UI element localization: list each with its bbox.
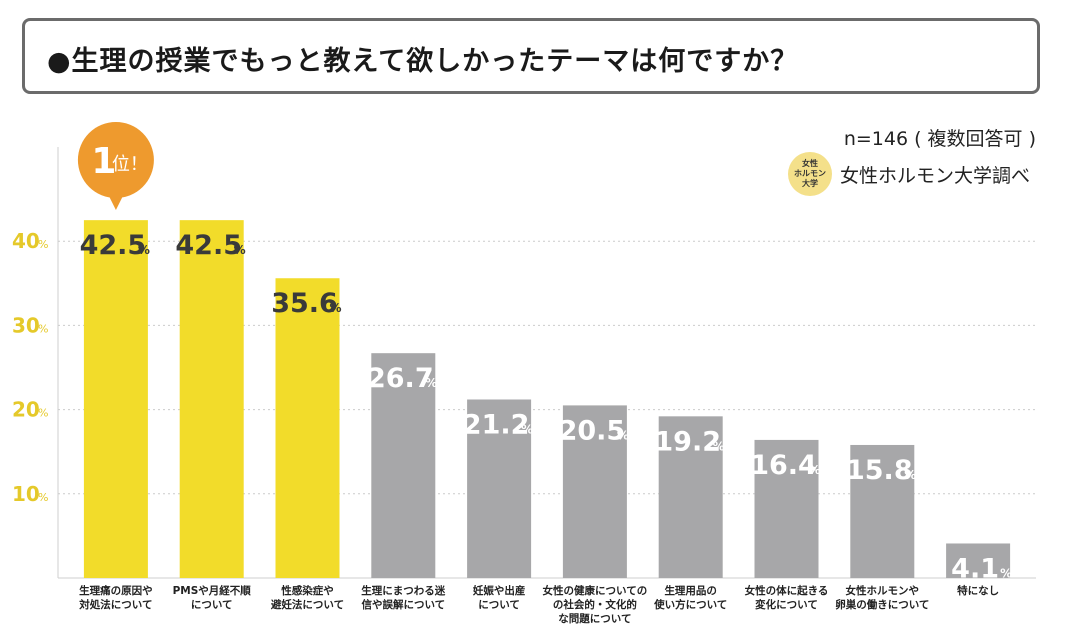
value-unit: % [713,439,725,453]
university-seal-logo: 女性 ホルモン 大学 [787,152,832,196]
value-label: 16.4 [750,450,817,481]
value-unit: % [808,463,820,477]
category-label: 卵巣の働きについて [835,598,929,611]
bar [179,220,244,578]
category-label: 女性の健康についての [543,584,648,597]
rank-badge-suffix: 位！ [112,154,148,175]
value-unit: % [234,243,246,257]
value-unit: % [425,376,437,390]
category-label: 生理にまつわる迷 [361,584,445,597]
category-label: 生理用品の [664,584,717,597]
rank-badge-pointer [107,194,124,210]
category-label: 女性ホルモンや [846,584,920,597]
bar [754,439,819,578]
y-tick-unit: % [38,238,48,251]
category-label: 女性の体に起きる [745,584,829,597]
rank-badge-number: 1 [91,141,116,182]
chart-title: ●生理の授業でもっと教えて欲しかったテーマは何ですか？ [47,46,799,77]
category-label: 特になし [957,584,999,597]
value-label: 35.6 [271,288,338,319]
value-unit: % [904,468,916,482]
value-unit: % [1000,566,1012,580]
value-label: 4.1 [951,553,999,584]
category-label: な問題について [558,613,631,625]
value-label: 42.5 [175,230,242,261]
y-tick-unit: % [38,491,48,504]
category-label: について [191,599,233,611]
category-label: 生理痛の原因や [79,584,153,597]
value-unit: % [329,301,341,315]
credit-text: 女性ホルモン大学調べ [839,164,1030,187]
value-unit: % [617,428,629,442]
y-tick-label: 30 [12,313,40,337]
bar [371,353,436,578]
value-label: 21.2 [463,409,530,440]
rank-badge [77,122,154,198]
bar [467,399,532,578]
category-label: について [478,599,520,611]
sample-size-note: n=146 ( 複数回答可 ) [843,128,1036,150]
y-tick-unit: % [38,322,48,335]
y-tick-label: 20 [12,398,40,422]
y-tick-label: 40 [12,229,40,253]
credit: 女性 ホルモン 大学 女性ホルモン大学調べ [787,152,1030,196]
value-label: 20.5 [559,415,626,446]
category-label: 避妊法について [270,598,344,611]
seal-line: ホルモン [793,169,826,178]
seal-line: 大学 [801,179,818,188]
bar [946,543,1011,578]
category-label: 性感染症や [281,584,334,597]
category-label: 妊娠や出産 [473,584,526,597]
value-unit: % [138,243,150,257]
category-label: 信や誤解について [361,598,445,611]
bar [562,405,627,578]
category-label: 使い方について [653,598,727,611]
bar [83,220,148,578]
bar [658,416,723,578]
bar [850,444,915,578]
category-label: 対処法について [78,598,152,611]
y-tick-label: 10 [12,482,40,506]
category-label: の社会的・文化的 [553,598,637,611]
value-label: 26.7 [367,363,434,394]
category-label: 変化について [755,598,818,611]
value-label: 42.5 [80,230,147,261]
category-label: PMSや月経不順 [173,584,252,597]
bar [275,278,340,578]
value-label: 19.2 [654,426,721,457]
title-box: ●生理の授業でもっと教えて欲しかったテーマは何ですか？ [22,18,1040,94]
y-tick-unit: % [38,407,48,420]
value-label: 15.8 [846,455,913,486]
seal-line: 女性 [801,159,818,168]
value-unit: % [521,422,533,436]
